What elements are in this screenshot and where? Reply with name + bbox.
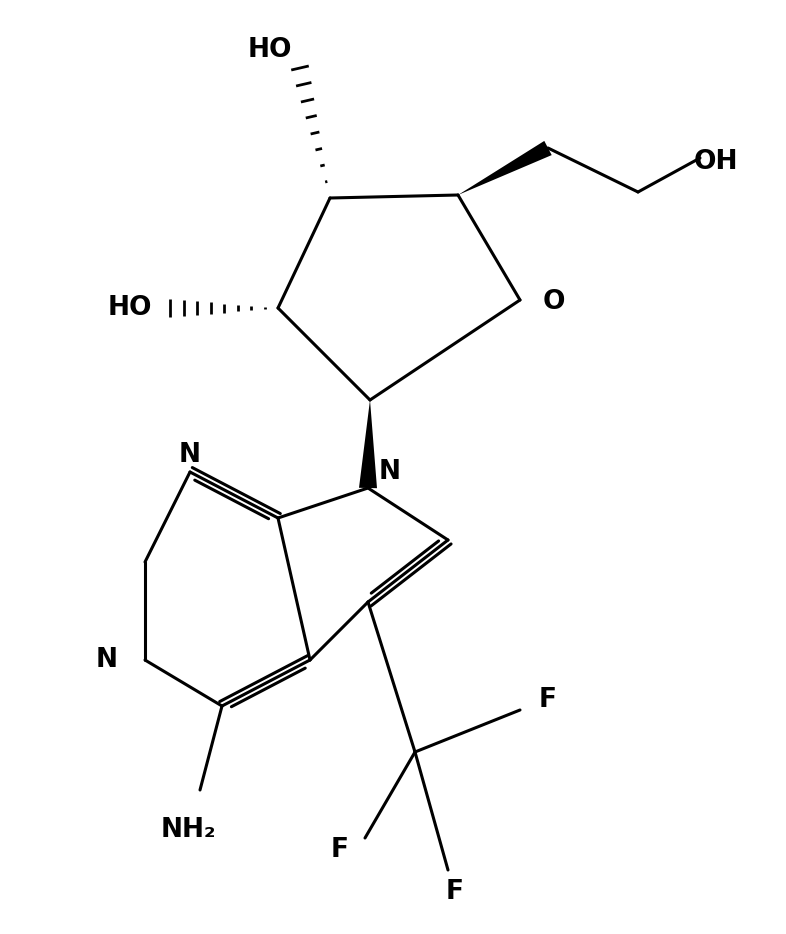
Text: F: F — [446, 879, 464, 905]
Polygon shape — [458, 141, 552, 195]
Text: O: O — [543, 289, 565, 315]
Text: HO: HO — [248, 37, 292, 63]
Text: N: N — [379, 459, 401, 485]
Text: HO: HO — [108, 295, 152, 321]
Text: N: N — [179, 442, 201, 468]
Text: N: N — [96, 647, 118, 673]
Text: F: F — [331, 837, 349, 863]
Text: NH₂: NH₂ — [160, 817, 215, 843]
Text: OH: OH — [694, 149, 738, 175]
Polygon shape — [359, 400, 377, 488]
Text: F: F — [539, 687, 557, 713]
